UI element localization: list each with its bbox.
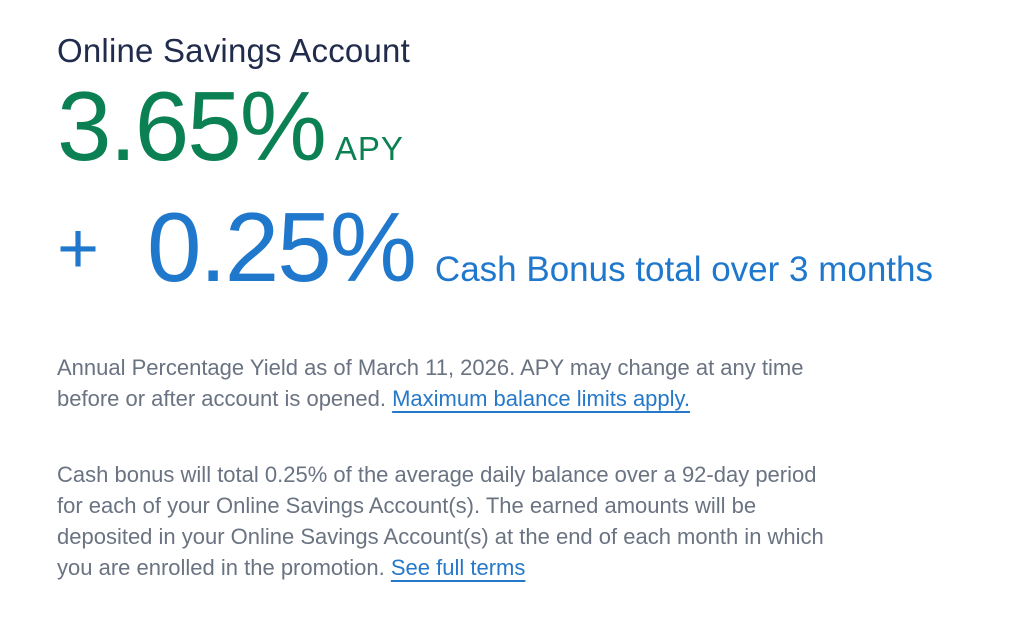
- bonus-rate-row: + 0.25% Cash Bonus total over 3 months: [57, 194, 1012, 302]
- plus-sign: +: [57, 209, 100, 290]
- page-title: Online Savings Account: [57, 32, 410, 69]
- bonus-rate-caption: Cash Bonus total over 3 months: [434, 250, 933, 290]
- see-full-terms-link[interactable]: See full terms: [390, 555, 526, 581]
- apy-disclosure: Annual Percentage Yield as of March 11, …: [57, 352, 837, 414]
- apy-rate-unit: APY: [334, 129, 404, 167]
- apy-rate-row: 3.65% APY: [57, 70, 1012, 181]
- apy-rate-value: 3.65%: [57, 70, 327, 181]
- apy-disclosure-text: Annual Percentage Yield as of March 11, …: [57, 355, 804, 412]
- bonus-disclosure: Cash bonus will total 0.25% of the avera…: [57, 459, 837, 583]
- bonus-disclosure-text: Cash bonus will total 0.25% of the avera…: [57, 462, 824, 581]
- maximum-balance-limits-link[interactable]: Maximum balance limits apply.: [392, 386, 691, 412]
- bonus-rate-value: 0.25%: [147, 192, 417, 303]
